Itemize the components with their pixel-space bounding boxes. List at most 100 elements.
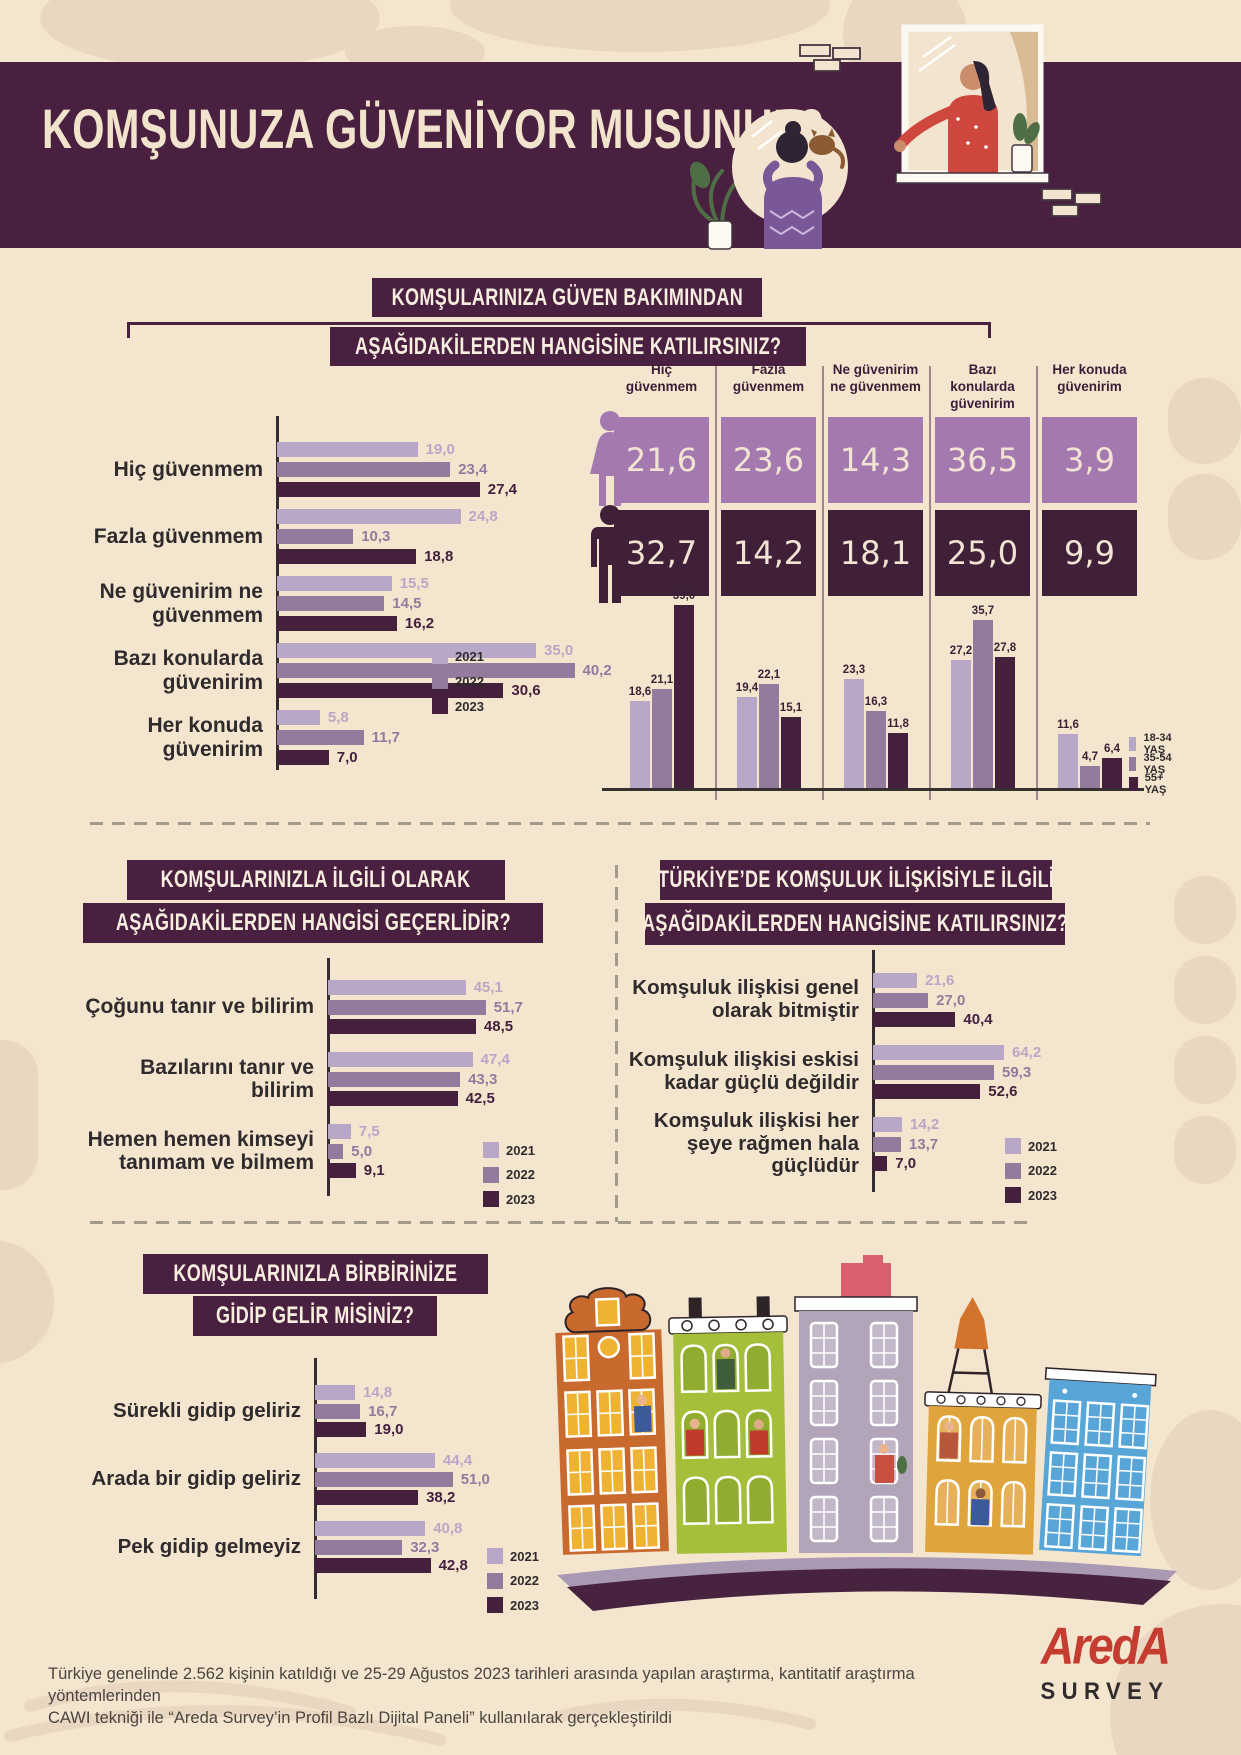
legend-swatch — [1129, 737, 1137, 751]
bar-value: 43,3 — [468, 1070, 498, 1088]
age-bar-55+ YAŞ — [674, 604, 694, 788]
bar-2023 — [315, 1490, 419, 1505]
bar-value: 64,2 — [1012, 1044, 1042, 1061]
legend-label: 55+ YAŞ — [1144, 772, 1167, 796]
round-window-woman — [732, 109, 848, 249]
bar-value: 42,8 — [438, 1557, 468, 1574]
age-bar-value: 11,6 — [1057, 718, 1079, 731]
bar-value: 13,7 — [908, 1135, 939, 1153]
bar-value: 14,2 — [910, 1116, 940, 1133]
chart-axis — [276, 416, 279, 770]
divider-horizontal-1 — [90, 822, 1150, 825]
legend-swatch — [487, 1548, 503, 1564]
bar-value: 10,3 — [361, 528, 391, 545]
bar-value: 40,4 — [963, 1011, 993, 1028]
age-bar-18-34 YAŞ — [844, 678, 864, 788]
ground-swoosh-dark — [567, 1568, 1171, 1611]
bar-2021 — [277, 710, 320, 725]
bar-2021 — [277, 442, 418, 457]
tall-window-woman — [894, 24, 1050, 184]
bar-2021 — [315, 1385, 355, 1400]
legend-swatch — [1129, 777, 1138, 791]
logo-subtitle: SURVEY — [1040, 1678, 1170, 1705]
bar-2022 — [277, 596, 385, 611]
bar-value: 21,6 — [925, 972, 955, 989]
header-illustration — [690, 24, 1102, 250]
bar-2021 — [873, 1117, 902, 1132]
bar-2022 — [315, 1471, 453, 1487]
bar-value: 18,8 — [424, 548, 454, 565]
legend-swatch — [432, 673, 448, 689]
age-bar-55+ YAŞ — [888, 732, 908, 788]
category-label: Ne güvenirim ne güvenmem — [99, 580, 263, 627]
category-label: Bazılarını tanır ve bilirim — [140, 1055, 314, 1102]
bar-2021 — [315, 1453, 435, 1468]
table-cell-Kadın: 3,9 — [1042, 417, 1137, 503]
building-green — [668, 1296, 788, 1554]
age-bar-value: 22,1 — [757, 669, 781, 682]
category-label: Arada bir gidip geliriz — [91, 1466, 301, 1490]
section1-title-line2: AŞAĞIDAKİLERDEN HANGİSİNE KATILIRSINIZ? — [330, 327, 806, 366]
table-cell-value: 14,2 — [732, 534, 805, 572]
section3-title-line2: AŞAĞIDAKİLERDEN HANGİSİNE KATILIRSINIZ? — [642, 903, 1068, 945]
footer-line2: CAWI tekniği ile “Areda Survey’in Profil… — [48, 1708, 672, 1727]
age-bar-18-34 YAŞ — [737, 696, 757, 788]
bar-value: 27,4 — [487, 481, 517, 498]
bar-value: 23,4 — [458, 461, 488, 478]
bar-2023 — [328, 1019, 476, 1034]
age-bar-value: 6,4 — [1104, 742, 1120, 755]
age-bar-55+ YAŞ — [995, 657, 1015, 788]
table-separator — [1036, 366, 1038, 800]
bar-value: 7,0 — [895, 1155, 917, 1172]
age-bar-value: 39,0 — [672, 589, 696, 602]
bar-2021 — [328, 1052, 473, 1067]
bar-2022 — [328, 999, 486, 1015]
table-cell-value: 9,9 — [1064, 534, 1115, 572]
table-cell-value: 3,9 — [1064, 441, 1115, 479]
bar-value: 5,0 — [351, 1142, 373, 1160]
bar-2023 — [315, 1558, 431, 1573]
age-bar-value: 4,7 — [1082, 750, 1098, 763]
age-bar-35-54 YAŞ — [973, 620, 993, 788]
bar-2023 — [277, 750, 329, 765]
age-bar-value: 19,4 — [735, 681, 759, 694]
bar-value: 14,5 — [392, 595, 422, 612]
category-label: Komşuluk ilişkisi her şeye rağmen hala g… — [653, 1109, 859, 1178]
bar-value: 42,5 — [465, 1090, 495, 1107]
bar-2022 — [315, 1539, 403, 1555]
legend-item: 2021 — [483, 1142, 535, 1158]
bar-value: 51,0 — [460, 1470, 490, 1488]
age-bar-value: 18,6 — [628, 685, 652, 698]
legend-label: 35-54 YAŞ — [1143, 752, 1172, 776]
legend-item: 2023 — [483, 1191, 535, 1207]
cat-icon — [809, 128, 845, 169]
bar-value: 59,3 — [1002, 1063, 1032, 1081]
legend-swatch — [1005, 1187, 1021, 1203]
ground-swoosh-light — [557, 1556, 1177, 1595]
table-cell-value: 21,6 — [625, 441, 698, 479]
bar-value: 14,8 — [363, 1384, 393, 1401]
legend-item: 35-54 YAŞ — [1129, 752, 1172, 776]
table-cell-value: 14,3 — [839, 441, 912, 479]
category-label: Fazla güvenmem — [93, 524, 263, 548]
bar-value: 16,2 — [404, 615, 435, 632]
legend-label: 2021 — [1028, 1138, 1057, 1154]
legend-item: 2022 — [483, 1166, 535, 1183]
bar-value: 27,0 — [936, 991, 966, 1009]
bar-2021 — [873, 1045, 1004, 1060]
legend-label: 2023 — [1028, 1187, 1057, 1203]
legend-label: 2021 — [510, 1548, 539, 1564]
bar-2023 — [873, 1156, 888, 1171]
bar-value: 19,0 — [374, 1421, 404, 1438]
table-header: Hiç güvenmem — [625, 362, 698, 394]
bar-2021 — [873, 973, 918, 988]
table-header: Ne güvenirim ne güvenmem — [830, 362, 921, 394]
legend-label: 2023 — [506, 1191, 535, 1207]
bar-value: 15,5 — [399, 575, 429, 592]
age-bar-value: 11,8 — [887, 717, 909, 730]
table-cell-Erkek: 18,1 — [828, 510, 923, 596]
table-cell-value: 23,6 — [732, 441, 805, 479]
legend-swatch — [1005, 1162, 1021, 1179]
age-bar-55+ YAŞ — [781, 717, 801, 788]
legend-item: 2022 — [1005, 1162, 1057, 1179]
